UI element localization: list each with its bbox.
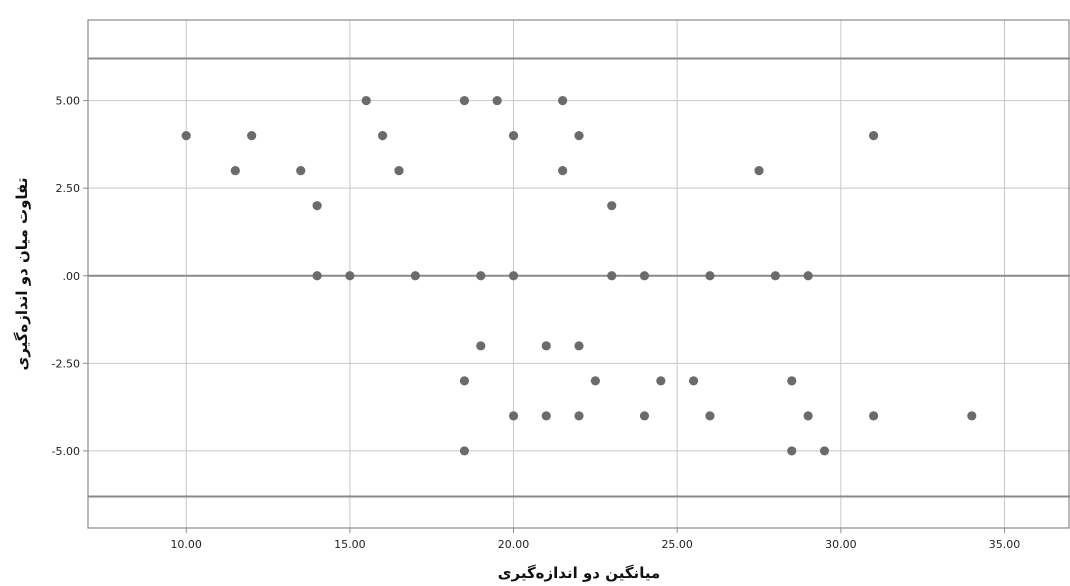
- data-point: [378, 131, 388, 141]
- data-point: [394, 166, 404, 176]
- data-point: [476, 341, 486, 351]
- data-point: [230, 166, 240, 176]
- data-point: [590, 376, 600, 386]
- plot-frame: [87, 19, 1070, 529]
- data-point: [869, 131, 879, 141]
- data-point: [312, 201, 322, 211]
- data-point: [705, 411, 715, 421]
- data-point: [459, 95, 470, 106]
- data-point: [508, 271, 519, 281]
- data-point: [803, 271, 813, 281]
- y-tick-label: -5.00: [52, 445, 80, 458]
- data-point: [574, 131, 584, 141]
- x-tick-label: 25.00: [661, 538, 693, 551]
- data-point: [181, 131, 191, 141]
- data-point: [607, 271, 617, 281]
- y-tick-label: 2.50: [56, 182, 81, 195]
- data-point: [459, 376, 470, 386]
- data-point: [492, 95, 502, 106]
- data-point: [476, 271, 486, 281]
- data-point: [541, 411, 551, 421]
- data-point: [247, 131, 257, 141]
- data-point: [459, 446, 470, 456]
- x-tick-label: 20.00: [498, 538, 530, 551]
- data-point: [541, 341, 551, 351]
- data-point: [574, 411, 584, 421]
- data-point: [558, 95, 568, 106]
- x-axis-ticks: 10.00 15.00 20.00 25.00 30.00 35.00: [170, 528, 1020, 551]
- grid-layer: [88, 20, 1070, 528]
- data-point: [803, 411, 813, 421]
- data-points: [181, 95, 977, 456]
- x-tick-label: 10.00: [170, 538, 202, 551]
- y-tick-label: -2.50: [52, 357, 80, 370]
- data-point: [869, 411, 879, 421]
- data-point: [312, 271, 322, 281]
- data-point: [639, 271, 650, 281]
- data-point: [787, 446, 797, 456]
- data-point: [967, 411, 977, 421]
- data-point: [410, 271, 420, 281]
- data-point: [558, 166, 568, 176]
- data-point: [656, 376, 666, 386]
- data-point: [345, 271, 355, 281]
- data-point: [361, 95, 371, 106]
- y-tick-label: 5.00: [56, 95, 81, 108]
- y-axis-ticks: 5.00 2.50 .00 -2.50 -5.00: [52, 95, 88, 458]
- data-point: [688, 376, 699, 386]
- data-point: [639, 411, 650, 421]
- data-point: [770, 271, 781, 281]
- reference-lines: [88, 57, 1070, 498]
- data-point: [754, 166, 764, 176]
- data-point: [296, 166, 306, 176]
- data-point: [705, 271, 715, 281]
- data-point: [607, 201, 617, 211]
- x-tick-label: 35.00: [989, 538, 1021, 551]
- data-point: [787, 376, 797, 386]
- data-point: [508, 131, 519, 141]
- y-tick-label: .00: [63, 270, 81, 283]
- x-axis-title: میانگین دو اندازه‌گیری: [498, 564, 660, 582]
- x-tick-label: 30.00: [825, 538, 857, 551]
- data-point: [508, 411, 519, 421]
- y-axis-title: تفاوت میان دو اندازه‌گیری: [13, 178, 31, 371]
- data-point: [819, 446, 830, 456]
- x-tick-label: 15.00: [334, 538, 366, 551]
- data-point: [574, 341, 584, 351]
